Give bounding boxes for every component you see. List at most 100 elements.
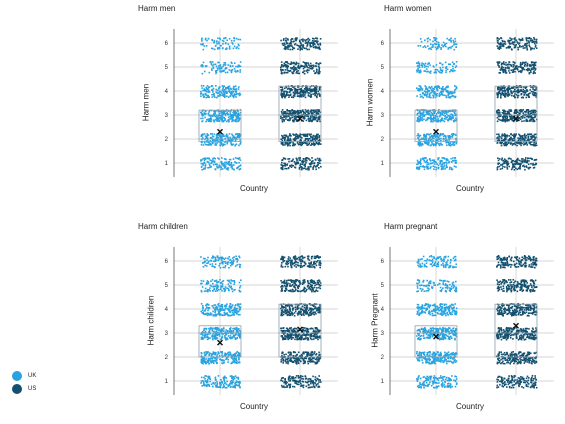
- data-point: [453, 141, 456, 143]
- data-point: [224, 91, 226, 94]
- data-point: [222, 110, 225, 113]
- data-point: [304, 112, 306, 115]
- data-point: [233, 114, 235, 116]
- data-point: [315, 70, 318, 73]
- data-point: [293, 139, 295, 142]
- data-point: [223, 165, 226, 167]
- data-point: [454, 89, 456, 91]
- data-point: [221, 256, 223, 259]
- data-point: [447, 141, 449, 144]
- data-point: [427, 133, 430, 136]
- data-point: [526, 139, 528, 142]
- data-point: [432, 135, 434, 138]
- data-point: [235, 352, 237, 354]
- data-point: [430, 114, 433, 117]
- data-point: [229, 115, 231, 118]
- data-point: [300, 44, 303, 46]
- data-point: [501, 163, 504, 165]
- data-point: [455, 85, 457, 88]
- data-point: [284, 69, 287, 71]
- data-point: [232, 358, 234, 360]
- data-point: [311, 119, 314, 121]
- data-point: [525, 161, 528, 164]
- data-point: [522, 67, 524, 69]
- data-point: [226, 303, 228, 305]
- data-point: [228, 314, 230, 317]
- data-point: [454, 133, 456, 136]
- data-point: [295, 157, 298, 160]
- data-point: [231, 355, 233, 358]
- data-point: [201, 141, 203, 144]
- data-point: [533, 159, 536, 161]
- data-point: [212, 257, 214, 259]
- data-point: [439, 62, 441, 64]
- data-point: [423, 66, 426, 68]
- data-point: [519, 136, 522, 138]
- data-point: [434, 161, 436, 163]
- data-point: [523, 143, 525, 145]
- data-point: [207, 331, 210, 333]
- data-point: [227, 163, 230, 165]
- data-point: [209, 133, 212, 135]
- data-point: [202, 311, 204, 313]
- data-point: [417, 65, 420, 67]
- data-point: [434, 93, 436, 96]
- data-point: [514, 143, 517, 146]
- data-point: [440, 140, 442, 142]
- data-point: [200, 165, 203, 168]
- data-point: [506, 143, 508, 146]
- data-point: [236, 120, 239, 123]
- data-point: [300, 88, 302, 90]
- data-point: [428, 113, 431, 115]
- data-point: [226, 338, 229, 340]
- data-point: [219, 71, 222, 73]
- data-point: [500, 137, 503, 139]
- data-point: [201, 110, 204, 112]
- data-point: [496, 116, 499, 119]
- data-point: [218, 42, 220, 45]
- data-point: [296, 120, 299, 122]
- data-point: [233, 164, 235, 166]
- data-point: [293, 134, 295, 136]
- data-point: [207, 383, 209, 386]
- data-point: [222, 377, 225, 379]
- data-point: [208, 110, 210, 113]
- data-point: [297, 110, 300, 112]
- data-point: [300, 64, 302, 67]
- data-point: [509, 139, 511, 141]
- data-point: [299, 138, 302, 141]
- data-point: [530, 116, 533, 118]
- data-point: [527, 136, 530, 139]
- data-point: [220, 67, 223, 70]
- data-point: [211, 279, 214, 281]
- mean-marker-stroke: [297, 115, 303, 122]
- data-point: [504, 160, 507, 163]
- data-point: [223, 375, 226, 378]
- data-point: [432, 140, 435, 142]
- data-point: [514, 96, 517, 99]
- data-point: [434, 120, 436, 122]
- data-point: [233, 378, 236, 380]
- data-point: [238, 289, 240, 292]
- data-point: [306, 137, 309, 140]
- data-point: [420, 87, 422, 89]
- data-point: [292, 68, 295, 70]
- data-point: [508, 109, 510, 111]
- data-point: [308, 158, 310, 160]
- data-point: [237, 116, 240, 118]
- data-point: [237, 384, 239, 387]
- data-point: [518, 38, 520, 40]
- data-point: [227, 331, 229, 333]
- data-point: [437, 47, 439, 49]
- data-point: [237, 355, 240, 357]
- data-point: [519, 118, 522, 121]
- data-point: [237, 64, 240, 67]
- data-point: [232, 353, 234, 356]
- data-point: [514, 39, 516, 41]
- data-point: [440, 168, 443, 171]
- data-point: [236, 337, 238, 340]
- data-point: [534, 44, 537, 47]
- data-point: [526, 42, 529, 45]
- data-point: [301, 95, 303, 98]
- data-point: [208, 352, 211, 354]
